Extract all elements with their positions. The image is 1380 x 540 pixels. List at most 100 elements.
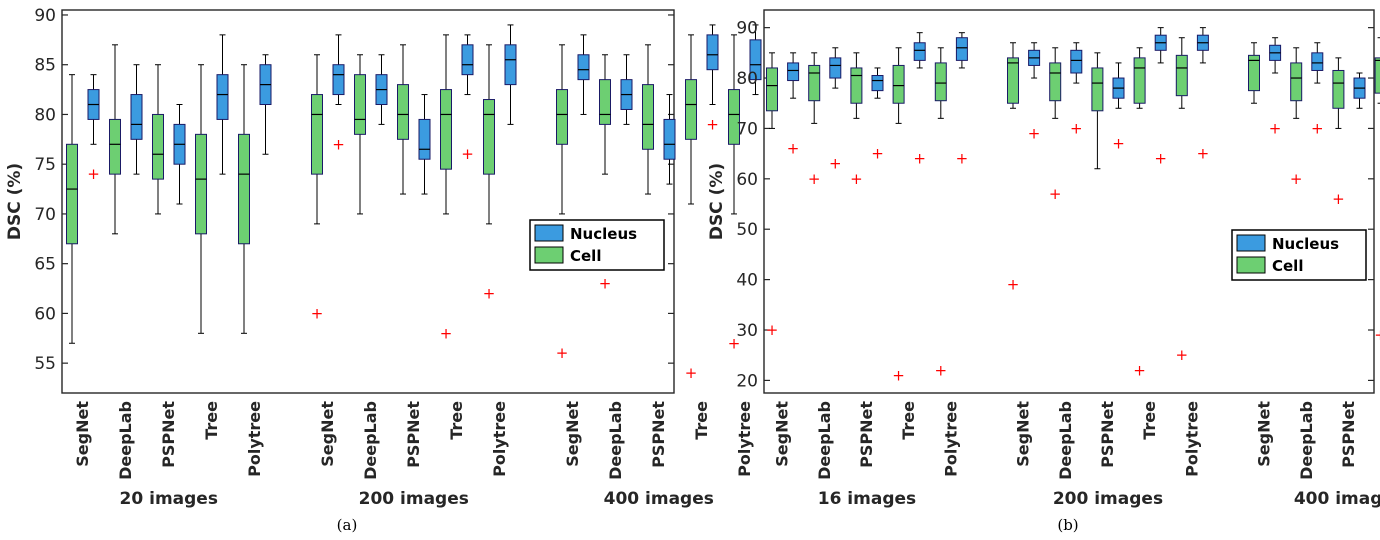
iqr-box: [109, 118, 121, 175]
y-tick-label: 80: [736, 69, 758, 89]
iqr-box: [1374, 57, 1380, 94]
box-nucleus-deeplab: [130, 64, 143, 175]
iqr-box: [706, 34, 719, 71]
box-nucleus-segnet: [577, 34, 590, 115]
iqr-box: [1311, 52, 1324, 71]
iqr-box: [1332, 69, 1345, 109]
iqr-box: [238, 133, 250, 245]
category-label: DeepLab: [361, 401, 380, 480]
box-nucleus-tree: +: [461, 34, 474, 163]
outlier-marker: +: [311, 304, 324, 322]
legend-entry-label: Nucleus: [570, 225, 637, 243]
y-axis-label: DSC (%): [707, 163, 727, 240]
outlier-marker: +: [87, 165, 100, 183]
box-cell-tree: +: [440, 34, 452, 342]
box-nucleus-segnet: +: [1028, 42, 1041, 142]
category-label: DeepLab: [1297, 401, 1316, 480]
y-tick-label: 60: [736, 170, 758, 190]
outlier-marker: +: [850, 170, 863, 188]
box-nucleus-tree: +: [706, 24, 719, 133]
legend-entry-label: Cell: [1272, 257, 1303, 275]
iqr-box: [216, 74, 229, 120]
iqr-box: [892, 64, 905, 104]
y-tick-label: 40: [736, 271, 758, 291]
box-cell-polytree: +: [728, 34, 741, 352]
box-cell-polytree: +: [483, 44, 495, 303]
outlier-marker: +: [1133, 361, 1146, 379]
box-nucleus-pspnet: [418, 94, 431, 195]
category-label: PSPNet: [649, 401, 668, 468]
outlier-marker: +: [766, 321, 779, 339]
iqr-box: [1133, 57, 1146, 104]
box-nucleus-segnet: +: [332, 34, 345, 153]
box-nucleus-polytree: +: [1197, 27, 1210, 163]
outlier-marker: +: [935, 361, 948, 379]
iqr-box: [599, 79, 611, 125]
group-label: 20 images: [120, 489, 218, 509]
box-cell-polytree: +: [1176, 37, 1189, 364]
box-nucleus-pspnet: [1353, 72, 1366, 109]
box-nucleus-tree: [216, 34, 229, 175]
category-label: Tree: [447, 401, 466, 440]
iqr-box: [642, 84, 654, 150]
box-nucleus-tree: +: [913, 32, 926, 168]
outlier-marker: +: [1007, 276, 1020, 294]
category-label: SegNet: [773, 401, 792, 467]
box-cell-pspnet: [152, 64, 164, 215]
outlier-marker: +: [871, 145, 884, 163]
box-nucleus-polytree: [749, 24, 762, 96]
plot-frame: [61, 9, 675, 394]
iqr-box: [577, 54, 590, 81]
category-label: SegNet: [563, 401, 582, 467]
outlier-marker: +: [1311, 119, 1324, 137]
box-cell-pspnet: +: [850, 52, 863, 188]
legend-swatch-cell: [534, 246, 564, 264]
iqr-box: [1091, 67, 1104, 112]
outlier-marker: +: [1176, 346, 1189, 364]
iqr-box: [1290, 62, 1303, 102]
box-cell-tree: +: [1133, 47, 1146, 379]
category-label: PSPNet: [1098, 401, 1117, 468]
outlier-marker: +: [808, 170, 821, 188]
category-label: PSPNet: [1339, 401, 1358, 468]
legend-swatch-nucleus: [1236, 234, 1266, 252]
outlier-marker: +: [1197, 145, 1210, 163]
box-nucleus-segnet: +: [1269, 37, 1281, 137]
outlier-marker: +: [1028, 124, 1041, 142]
y-tick-label: 70: [736, 119, 758, 139]
box-cell-polytree: +: [935, 47, 948, 379]
box-cell-deeplab: +: [1049, 47, 1061, 203]
iqr-box: [332, 64, 345, 96]
outlier-marker: +: [892, 366, 905, 384]
box-cell-pspnet: [1091, 52, 1104, 170]
box-nucleus-deeplab: [375, 54, 388, 125]
outlier-marker: +: [829, 155, 842, 173]
category-label: SegNet: [318, 401, 337, 467]
y-tick-label: 90: [34, 6, 56, 26]
box-nucleus-deeplab: [620, 54, 633, 125]
y-tick-label: 20: [736, 371, 758, 391]
box-nucleus-deeplab: +: [829, 47, 842, 173]
outlier-marker: +: [599, 275, 612, 293]
box-cell-polytree: [238, 64, 250, 334]
category-label: Tree: [1140, 401, 1159, 440]
iqr-box: [418, 118, 431, 160]
iqr-box: [483, 99, 495, 175]
outlier-marker: +: [332, 135, 345, 153]
outlier-marker: +: [706, 115, 719, 133]
panel-label: (a): [337, 516, 358, 534]
box-cell-segnet: [66, 74, 78, 344]
outlier-marker: +: [1290, 170, 1303, 188]
y-tick-label: 65: [34, 255, 56, 275]
category-label: Polytree: [735, 401, 754, 477]
outlier-marker: +: [728, 334, 741, 352]
category-label: Tree: [692, 401, 711, 440]
iqr-box: [728, 89, 740, 145]
iqr-box: [871, 75, 884, 92]
group-label: 16 images: [818, 489, 916, 509]
box-cell-pspnet: [397, 44, 409, 195]
y-tick-label: 75: [34, 155, 56, 175]
iqr-box: [504, 44, 517, 86]
outlier-marker: +: [556, 344, 569, 362]
